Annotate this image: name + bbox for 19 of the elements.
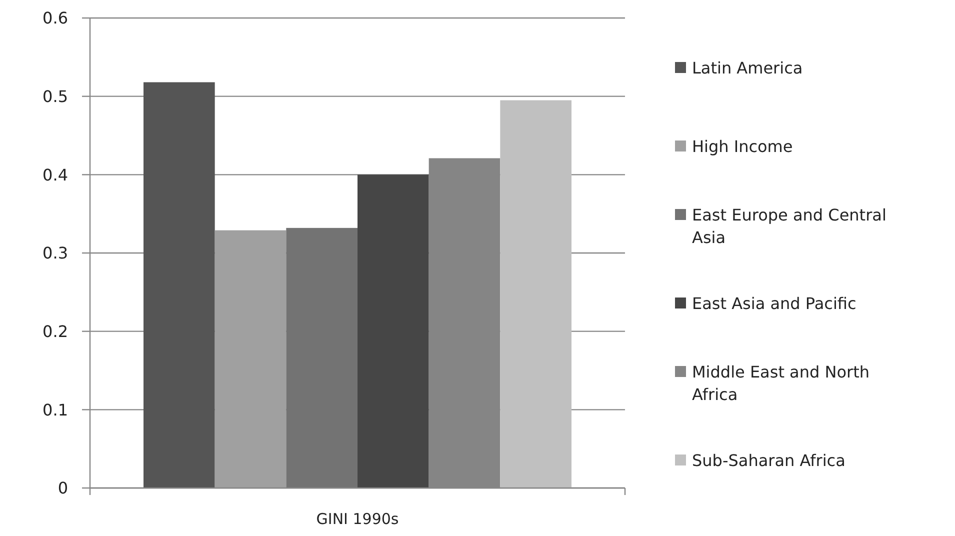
bar — [144, 82, 215, 488]
y-tick-label: 0.1 — [42, 400, 68, 420]
y-tick-label: 0.6 — [42, 8, 68, 28]
legend-label: High Income — [692, 137, 793, 156]
legend-label: Middle East and North Africa — [692, 362, 870, 404]
bar — [214, 230, 286, 488]
legend-label: East Europe and Central Asia — [692, 206, 886, 247]
bar — [358, 174, 429, 488]
y-tick-label: 0.3 — [42, 244, 68, 263]
x-tick-label: GINI 1990s — [316, 510, 399, 528]
y-tick-label: 0 — [58, 478, 68, 498]
legend-label: Sub-Saharan Africa — [692, 451, 846, 470]
bar — [500, 100, 572, 488]
bar — [286, 228, 358, 488]
y-tick-label: 0.4 — [42, 165, 68, 184]
legend-label: Latin America — [692, 58, 803, 78]
y-tick-label: 0.2 — [42, 322, 68, 341]
y-tick-label: 0.5 — [42, 86, 68, 106]
legend-label: East Asia and Pacific — [692, 294, 856, 314]
